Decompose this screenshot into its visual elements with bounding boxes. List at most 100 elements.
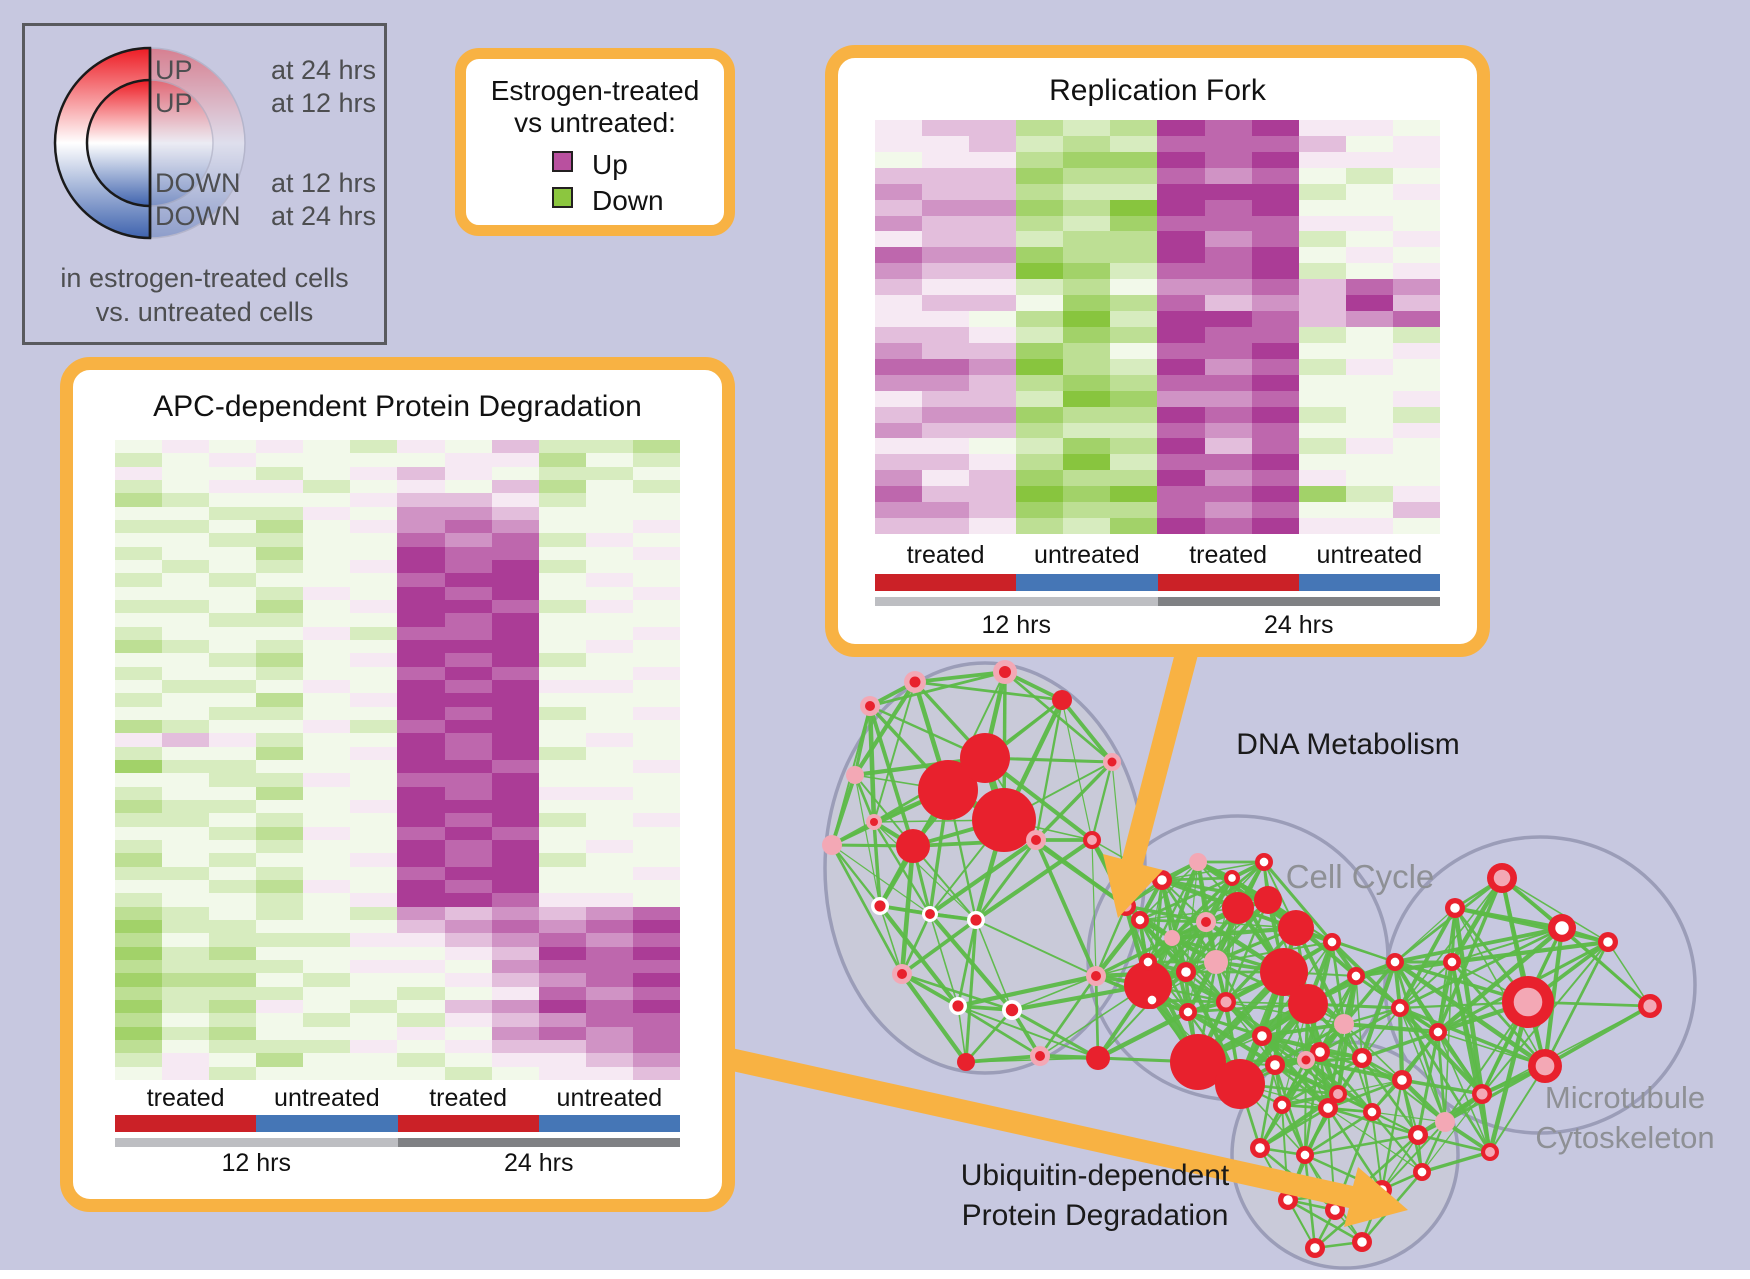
heatmap-cell bbox=[397, 653, 445, 667]
heatmap-cell bbox=[350, 799, 398, 814]
heatmap-cell bbox=[444, 653, 492, 667]
heatmap-cell bbox=[1204, 374, 1252, 391]
heatmap-cell bbox=[209, 1066, 257, 1080]
network-node bbox=[1528, 1049, 1562, 1083]
heatmap-cell bbox=[115, 839, 163, 854]
heatmap-cell bbox=[632, 466, 680, 480]
network-node bbox=[1392, 1070, 1412, 1090]
heatmap-cell bbox=[875, 151, 923, 168]
network-edge bbox=[928, 912, 1014, 1012]
heatmap-cell bbox=[632, 1066, 680, 1080]
heatmap-cell bbox=[538, 706, 586, 720]
heatmap-cell bbox=[1298, 326, 1346, 343]
heatmap-cell bbox=[875, 390, 923, 407]
heatmap-cell bbox=[303, 1026, 351, 1040]
heatmap-cell bbox=[444, 919, 492, 934]
heatmap-cell bbox=[1298, 518, 1346, 534]
heatmap-cell bbox=[1251, 231, 1299, 248]
network-edge bbox=[1303, 1051, 1322, 1156]
heatmap-cell bbox=[209, 440, 257, 454]
heatmap-cell bbox=[162, 866, 210, 880]
network-edge bbox=[1399, 961, 1453, 1009]
heatmap-cell bbox=[397, 626, 445, 640]
network-edge bbox=[1281, 1092, 1339, 1107]
heatmap-cell bbox=[969, 374, 1017, 391]
heatmap-cell bbox=[875, 167, 923, 184]
heatmap-cell bbox=[444, 573, 492, 587]
network-edge bbox=[1417, 1133, 1491, 1154]
heatmap-cell bbox=[1204, 470, 1252, 487]
heatmap-cell bbox=[1345, 199, 1393, 216]
heatmap-cell bbox=[922, 486, 970, 503]
heatmap-cell bbox=[209, 653, 257, 667]
heatmap-cell bbox=[397, 893, 445, 907]
heatmap-cell bbox=[491, 453, 539, 467]
network-edge bbox=[830, 774, 857, 846]
heatmap-cell bbox=[1251, 406, 1299, 423]
heatmap-cell bbox=[1157, 470, 1205, 487]
heatmap-cell bbox=[491, 1066, 539, 1080]
heatmap-cell bbox=[922, 406, 970, 423]
direction-label: DOWN bbox=[155, 201, 241, 231]
heatmap-cell bbox=[538, 773, 586, 787]
heatmap-cell bbox=[538, 586, 586, 600]
heatmap-cell bbox=[397, 973, 445, 987]
heatmap-cell bbox=[632, 506, 680, 520]
heatmap-cell bbox=[585, 519, 633, 534]
heatmap-cell bbox=[1063, 358, 1111, 375]
heatmap-cell bbox=[115, 853, 163, 867]
heatmap-cell bbox=[444, 999, 492, 1014]
heatmap-cell bbox=[1204, 183, 1252, 200]
heatmap-cell bbox=[444, 586, 492, 600]
heatmap-cell bbox=[397, 479, 445, 494]
network-edge bbox=[1274, 1063, 1329, 1110]
heatmap-cell bbox=[256, 639, 304, 654]
heatmap-cell bbox=[585, 733, 633, 747]
network-node bbox=[846, 766, 864, 784]
network-edge bbox=[1355, 975, 1363, 1059]
heatmap-cell bbox=[1063, 295, 1111, 312]
heatmap-cell bbox=[1251, 279, 1299, 296]
heatmap-cell bbox=[969, 422, 1017, 439]
heatmap-cell bbox=[1016, 311, 1064, 327]
heatmap-cell bbox=[350, 999, 398, 1014]
network-node bbox=[1443, 953, 1461, 971]
network-edge bbox=[1225, 1001, 1345, 1025]
heatmap-cell bbox=[350, 773, 398, 787]
network-node bbox=[1224, 870, 1240, 886]
heatmap-cell bbox=[115, 639, 163, 654]
heatmap-cell bbox=[303, 706, 351, 720]
heatmap-cell bbox=[585, 1039, 633, 1054]
network-node bbox=[922, 906, 938, 922]
heatmap-cell bbox=[585, 879, 633, 894]
network-node bbox=[822, 835, 842, 855]
network-node bbox=[1265, 1055, 1285, 1075]
heatmap-cell bbox=[632, 599, 680, 614]
legend-row: UP at 24 hrs bbox=[25, 55, 384, 85]
heatmap-cell bbox=[491, 666, 539, 680]
heatmap-cell bbox=[209, 719, 257, 734]
heatmap-cell bbox=[875, 295, 923, 312]
heatmap-cell bbox=[538, 1053, 586, 1067]
heatmap-cell bbox=[1016, 120, 1064, 136]
heatmap-cell bbox=[1251, 247, 1299, 264]
network-edge bbox=[957, 1005, 967, 1063]
heatmap-cell bbox=[1063, 263, 1111, 280]
heatmap-cell bbox=[256, 546, 304, 560]
heatmap-cell bbox=[1392, 518, 1440, 534]
heatmap-cell bbox=[256, 773, 304, 787]
heatmap-cell bbox=[444, 1053, 492, 1067]
heatmap-cell bbox=[922, 422, 970, 439]
heatmap-cell bbox=[350, 440, 398, 454]
heatmap-cell bbox=[922, 454, 970, 471]
network-edge bbox=[1449, 961, 1493, 1153]
heatmap-cell bbox=[632, 813, 680, 827]
direction-label: UP bbox=[155, 55, 193, 85]
treatment-group-labels: treated untreated treated untreated bbox=[115, 1084, 680, 1113]
heatmap-cell bbox=[350, 586, 398, 600]
heatmap-cell bbox=[303, 639, 351, 654]
heatmap-cell bbox=[256, 906, 304, 920]
heatmap-cell bbox=[350, 759, 398, 774]
heatmap-cell bbox=[538, 479, 586, 494]
heatmap-cell bbox=[115, 599, 163, 614]
